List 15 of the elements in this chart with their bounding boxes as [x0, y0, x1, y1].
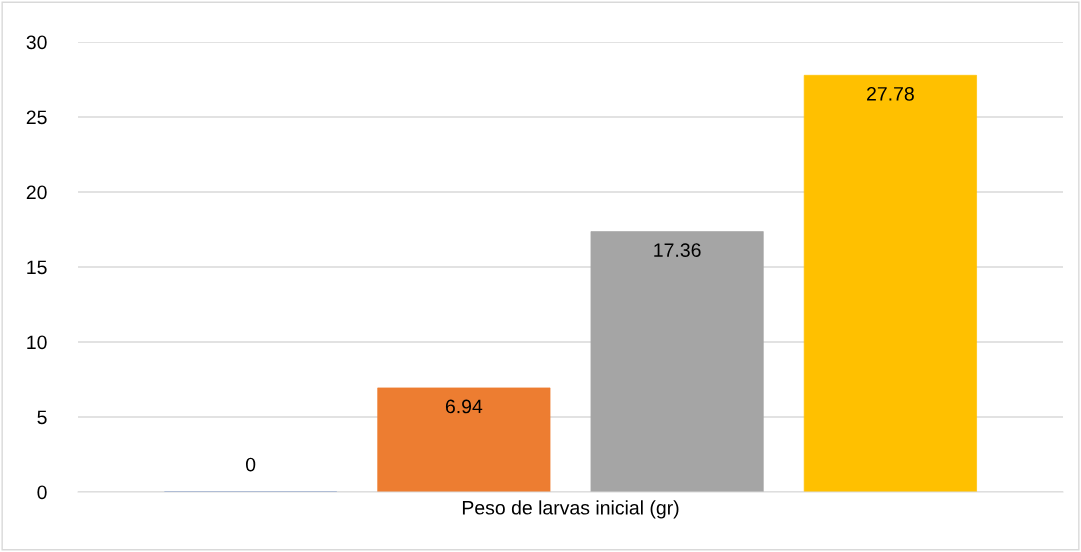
y-tick-label: 30 — [26, 35, 47, 50]
y-tick-label: 20 — [26, 185, 47, 200]
data-label: 0 — [245, 457, 256, 472]
y-tick-label: 25 — [26, 110, 47, 125]
bar — [803, 74, 977, 492]
data-label: 17.36 — [654, 243, 701, 257]
data-label: 6.94 — [445, 399, 483, 414]
y-tick-label: 0 — [37, 485, 47, 500]
bar — [590, 231, 764, 492]
x-tick-label: Peso de larvas inicial (gr) — [462, 500, 679, 519]
y-tick-label: 5 — [37, 410, 47, 425]
bar — [377, 387, 551, 492]
data-label: 27.78 — [867, 86, 914, 101]
y-tick-label: 10 — [27, 335, 47, 350]
y-tick-label: 15 — [27, 260, 47, 275]
